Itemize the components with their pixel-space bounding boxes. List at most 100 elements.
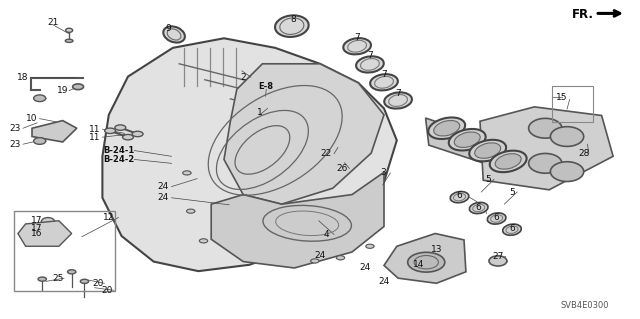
Text: B-24-2: B-24-2 <box>103 155 134 164</box>
Ellipse shape <box>428 117 465 139</box>
Text: 20: 20 <box>102 286 113 295</box>
Polygon shape <box>480 107 613 190</box>
Text: 7: 7 <box>381 70 387 78</box>
Text: 24: 24 <box>359 263 371 272</box>
Polygon shape <box>32 121 77 142</box>
Text: 9: 9 <box>166 24 171 33</box>
Ellipse shape <box>311 259 319 263</box>
Ellipse shape <box>550 127 584 146</box>
Text: 10: 10 <box>26 114 38 123</box>
Ellipse shape <box>487 213 506 224</box>
Ellipse shape <box>41 218 55 226</box>
Text: SVB4E0300: SVB4E0300 <box>561 301 609 310</box>
Text: 24: 24 <box>157 182 169 191</box>
Text: 21: 21 <box>47 18 59 27</box>
Ellipse shape <box>187 209 195 213</box>
Text: 11: 11 <box>89 133 100 142</box>
Text: 12: 12 <box>103 213 115 222</box>
Ellipse shape <box>275 15 308 37</box>
Ellipse shape <box>469 202 488 214</box>
Text: 24: 24 <box>378 277 390 286</box>
Text: 6: 6 <box>494 213 499 222</box>
Text: 20: 20 <box>92 279 104 288</box>
Ellipse shape <box>183 171 191 175</box>
Text: 24: 24 <box>314 251 326 260</box>
Text: 24: 24 <box>157 193 169 202</box>
Bar <box>552 86 593 122</box>
Text: 18: 18 <box>17 73 29 82</box>
Bar <box>14 211 115 291</box>
Text: 8: 8 <box>291 15 296 24</box>
Text: 5: 5 <box>509 188 515 197</box>
Text: 28: 28 <box>578 149 589 158</box>
Text: 15: 15 <box>556 93 568 102</box>
Ellipse shape <box>365 244 374 248</box>
Text: 22: 22 <box>321 149 332 158</box>
Ellipse shape <box>132 131 143 137</box>
Ellipse shape <box>469 140 506 161</box>
Polygon shape <box>211 172 384 268</box>
Text: 23: 23 <box>10 140 21 149</box>
Text: 25: 25 <box>52 274 63 283</box>
Text: 13: 13 <box>431 245 442 254</box>
Ellipse shape <box>73 84 83 90</box>
Text: 14: 14 <box>413 260 424 269</box>
Ellipse shape <box>65 39 73 42</box>
Text: E-8: E-8 <box>259 82 274 91</box>
Ellipse shape <box>68 270 76 274</box>
Text: 16: 16 <box>31 229 43 238</box>
Ellipse shape <box>495 154 521 169</box>
Text: 19: 19 <box>57 86 68 95</box>
Ellipse shape <box>434 121 460 136</box>
Ellipse shape <box>449 129 486 151</box>
Polygon shape <box>102 38 397 271</box>
Polygon shape <box>384 234 466 283</box>
Text: 27: 27 <box>492 252 504 261</box>
Ellipse shape <box>489 256 507 266</box>
Ellipse shape <box>115 125 125 130</box>
Ellipse shape <box>38 277 47 281</box>
Ellipse shape <box>475 143 500 158</box>
Ellipse shape <box>41 226 55 234</box>
Ellipse shape <box>163 26 185 42</box>
Text: 2: 2 <box>241 73 246 82</box>
Text: 23: 23 <box>10 124 21 133</box>
Text: 7: 7 <box>355 33 360 42</box>
Text: 4: 4 <box>324 230 329 239</box>
Ellipse shape <box>356 56 384 72</box>
Ellipse shape <box>81 279 88 284</box>
Text: 17: 17 <box>31 224 43 233</box>
Text: 6: 6 <box>457 191 462 200</box>
Ellipse shape <box>104 128 115 134</box>
Ellipse shape <box>337 256 345 260</box>
Ellipse shape <box>408 252 445 272</box>
Text: 3: 3 <box>380 168 385 177</box>
Ellipse shape <box>384 93 412 108</box>
Ellipse shape <box>33 138 46 144</box>
Text: 7: 7 <box>396 89 401 98</box>
Polygon shape <box>426 118 541 182</box>
Text: 5: 5 <box>485 175 490 184</box>
Ellipse shape <box>123 135 134 140</box>
Ellipse shape <box>490 151 527 172</box>
Text: 1: 1 <box>257 108 262 117</box>
Ellipse shape <box>33 95 46 102</box>
Text: FR.: FR. <box>572 8 594 21</box>
Text: 6: 6 <box>476 203 481 212</box>
Text: 7: 7 <box>367 51 372 60</box>
Ellipse shape <box>550 162 584 182</box>
Text: 26: 26 <box>336 164 348 173</box>
Text: 11: 11 <box>89 125 100 134</box>
Ellipse shape <box>370 74 398 90</box>
Ellipse shape <box>529 153 562 173</box>
Ellipse shape <box>454 132 480 147</box>
Ellipse shape <box>450 191 469 203</box>
Polygon shape <box>224 64 384 204</box>
Ellipse shape <box>343 38 371 54</box>
Ellipse shape <box>502 224 522 235</box>
Polygon shape <box>18 221 72 246</box>
Text: 6: 6 <box>509 224 515 233</box>
Text: 17: 17 <box>31 216 43 225</box>
Ellipse shape <box>529 118 562 138</box>
Ellipse shape <box>200 239 207 243</box>
